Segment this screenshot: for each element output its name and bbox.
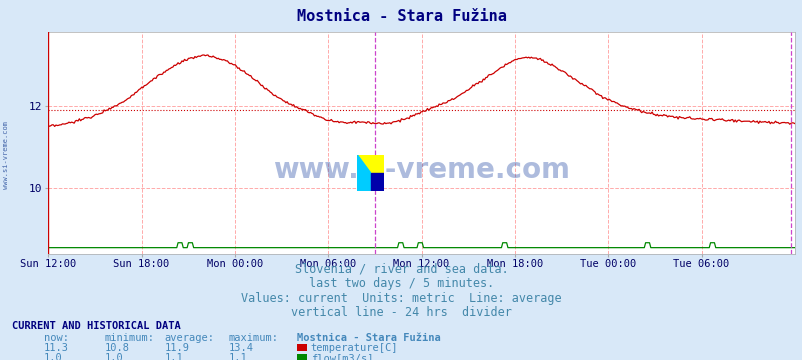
Text: vertical line - 24 hrs  divider: vertical line - 24 hrs divider — [290, 306, 512, 319]
Text: Values: current  Units: metric  Line: average: Values: current Units: metric Line: aver… — [241, 292, 561, 305]
Text: 11.3: 11.3 — [44, 343, 69, 354]
Text: 11.9: 11.9 — [164, 343, 189, 354]
Text: CURRENT AND HISTORICAL DATA: CURRENT AND HISTORICAL DATA — [12, 321, 180, 331]
Text: Mostnica - Stara Fužina: Mostnica - Stara Fužina — [296, 9, 506, 24]
Polygon shape — [357, 155, 383, 191]
Text: 1.0: 1.0 — [104, 353, 123, 360]
Text: www.si-vreme.com: www.si-vreme.com — [2, 121, 9, 189]
Text: www.si-vreme.com: www.si-vreme.com — [273, 156, 569, 184]
Text: now:: now: — [44, 333, 69, 343]
Text: average:: average: — [164, 333, 214, 343]
Text: maximum:: maximum: — [229, 333, 278, 343]
Polygon shape — [371, 173, 383, 191]
Text: Slovenia / river and sea data.: Slovenia / river and sea data. — [294, 263, 508, 276]
Text: 1.1: 1.1 — [164, 353, 183, 360]
Text: minimum:: minimum: — [104, 333, 154, 343]
Polygon shape — [357, 155, 383, 191]
Text: last two days / 5 minutes.: last two days / 5 minutes. — [309, 277, 493, 290]
Text: 10.8: 10.8 — [104, 343, 129, 354]
Text: temperature[C]: temperature[C] — [310, 343, 398, 354]
Text: Mostnica - Stara Fužina: Mostnica - Stara Fužina — [297, 333, 440, 343]
Text: 13.4: 13.4 — [229, 343, 253, 354]
Text: flow[m3/s]: flow[m3/s] — [310, 353, 373, 360]
Text: 1.1: 1.1 — [229, 353, 247, 360]
Text: 1.0: 1.0 — [44, 353, 63, 360]
